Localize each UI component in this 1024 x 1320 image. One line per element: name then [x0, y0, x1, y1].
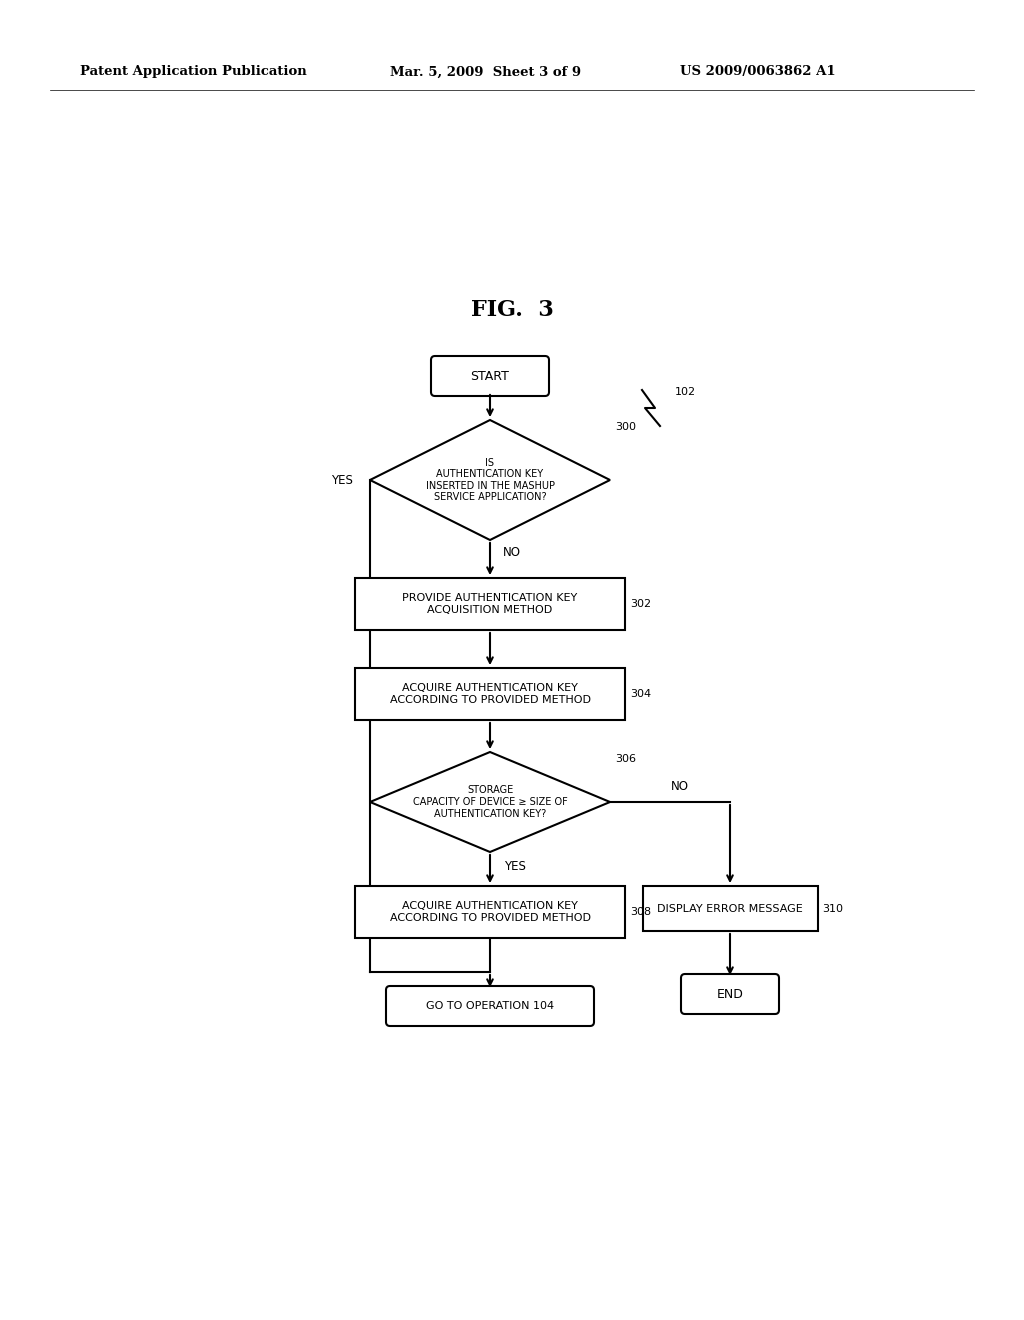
Text: IS
AUTHENTICATION KEY
INSERTED IN THE MASHUP
SERVICE APPLICATION?: IS AUTHENTICATION KEY INSERTED IN THE MA…: [426, 458, 555, 503]
Text: 306: 306: [615, 754, 636, 764]
Text: END: END: [717, 987, 743, 1001]
Text: US 2009/0063862 A1: US 2009/0063862 A1: [680, 66, 836, 78]
FancyBboxPatch shape: [431, 356, 549, 396]
Text: NO: NO: [503, 545, 521, 558]
FancyBboxPatch shape: [386, 986, 594, 1026]
Text: 102: 102: [675, 387, 696, 397]
Bar: [355, 578, 625, 630]
Text: STORAGE
CAPACITY OF DEVICE ≥ SIZE OF
AUTHENTICATION KEY?: STORAGE CAPACITY OF DEVICE ≥ SIZE OF AUT…: [413, 785, 567, 818]
FancyBboxPatch shape: [681, 974, 779, 1014]
Text: Mar. 5, 2009  Sheet 3 of 9: Mar. 5, 2009 Sheet 3 of 9: [390, 66, 582, 78]
Bar: [642, 886, 817, 931]
Text: 310: 310: [822, 903, 844, 913]
Text: START: START: [471, 370, 509, 383]
Text: YES: YES: [504, 859, 526, 873]
Text: 300: 300: [615, 422, 636, 432]
Text: FIG.  3: FIG. 3: [471, 300, 553, 321]
Text: ACQUIRE AUTHENTICATION KEY
ACCORDING TO PROVIDED METHOD: ACQUIRE AUTHENTICATION KEY ACCORDING TO …: [389, 684, 591, 705]
Text: ACQUIRE AUTHENTICATION KEY
ACCORDING TO PROVIDED METHOD: ACQUIRE AUTHENTICATION KEY ACCORDING TO …: [389, 902, 591, 923]
Text: DISPLAY ERROR MESSAGE: DISPLAY ERROR MESSAGE: [657, 903, 803, 913]
Text: PROVIDE AUTHENTICATION KEY
ACQUISITION METHOD: PROVIDE AUTHENTICATION KEY ACQUISITION M…: [402, 593, 578, 615]
Text: 308: 308: [630, 907, 651, 917]
Bar: [355, 668, 625, 719]
Bar: [355, 886, 625, 939]
Polygon shape: [370, 420, 610, 540]
Polygon shape: [370, 752, 610, 851]
Text: 302: 302: [630, 599, 651, 609]
Text: Patent Application Publication: Patent Application Publication: [80, 66, 307, 78]
Text: 304: 304: [630, 689, 651, 700]
Text: YES: YES: [331, 474, 353, 487]
Text: GO TO OPERATION 104: GO TO OPERATION 104: [426, 1001, 554, 1011]
Text: NO: NO: [671, 780, 689, 793]
